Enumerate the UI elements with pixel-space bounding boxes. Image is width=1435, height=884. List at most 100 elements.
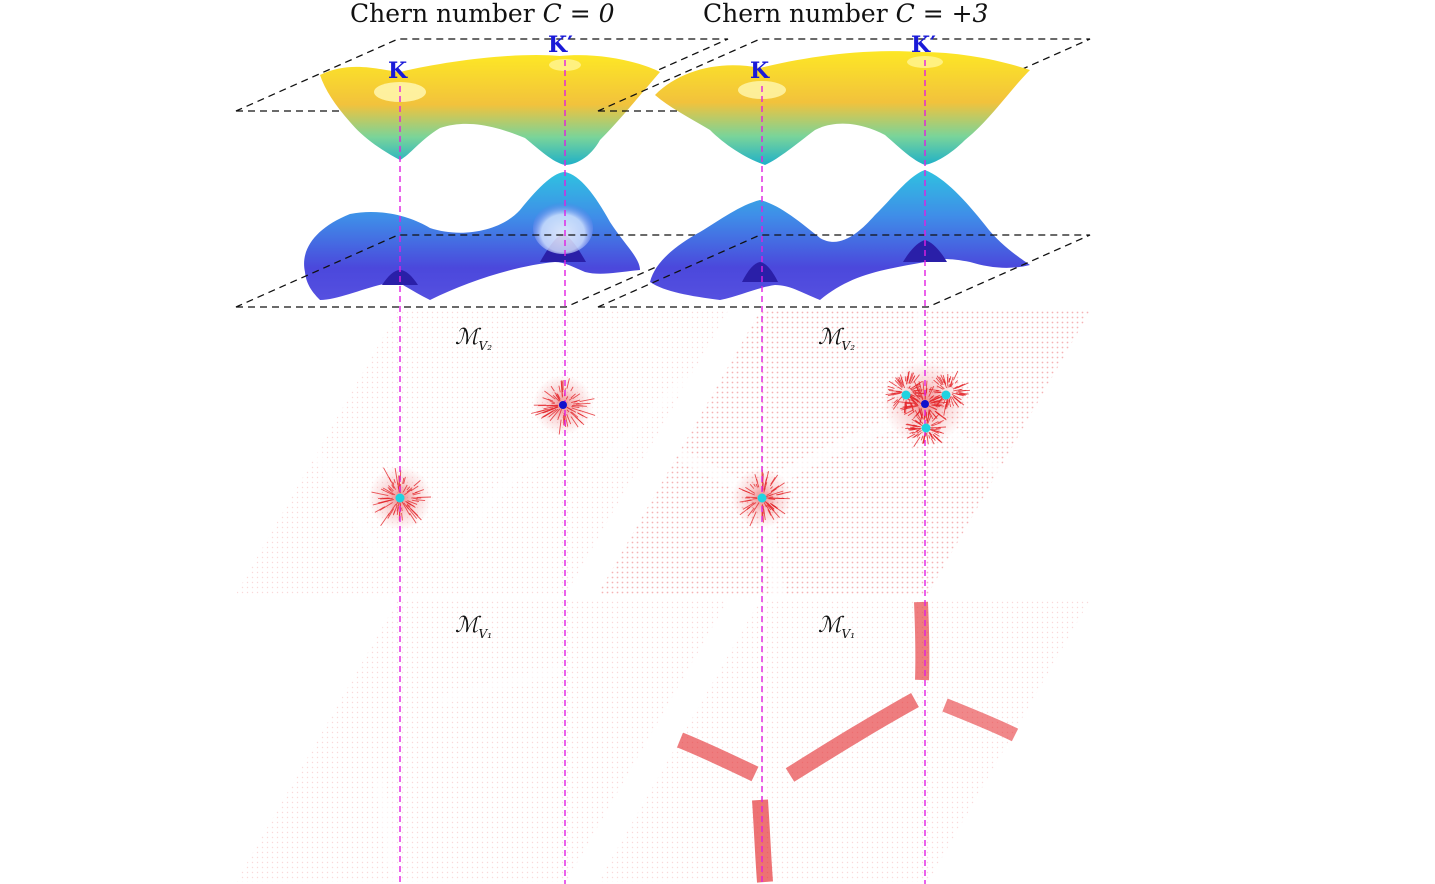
texture-needle (753, 483, 756, 487)
texture-needle (571, 405, 580, 408)
band-structure-right (597, 38, 1091, 308)
texture-needle (752, 502, 760, 513)
texture-needle (916, 429, 921, 432)
texture-needle (577, 412, 584, 417)
texture-needle (898, 376, 904, 387)
texture-needle (892, 392, 901, 396)
domain-wall-upper-left (295, 366, 704, 563)
texture-needle (415, 499, 426, 502)
texture-needle (916, 432, 922, 438)
texture-needle (550, 385, 555, 392)
texture-needle (765, 504, 771, 513)
band-structure-left (235, 38, 729, 308)
texture-needle (388, 477, 396, 490)
texture-needle (393, 479, 396, 484)
texture-needle (910, 393, 915, 397)
texture-needle (749, 484, 755, 489)
texture-needle (929, 432, 936, 441)
texture-needle (543, 405, 558, 410)
texture-needle (552, 394, 560, 402)
texture-needle (926, 433, 929, 445)
texture-needle (549, 408, 561, 422)
texture-needle (913, 374, 920, 383)
texture-needle (380, 488, 385, 491)
texture-needle (945, 398, 948, 410)
dot-K-right (757, 493, 767, 503)
texture-needle (918, 409, 923, 418)
texture-needle (887, 388, 894, 391)
texture-needle (952, 392, 964, 397)
texture-needle (550, 404, 559, 407)
texture-needle (387, 508, 395, 519)
dot-Kp-left (559, 401, 567, 409)
texture-needle (934, 394, 941, 398)
texture-needle (939, 376, 944, 384)
texture-needle (567, 407, 573, 411)
texture-needle (948, 384, 950, 388)
texture-needle (407, 502, 412, 506)
texture-needle (410, 485, 419, 492)
stripe-lower-right-3 (942, 698, 1019, 742)
texture-needle (912, 434, 918, 439)
texture-needle (910, 428, 922, 431)
texture-needle (899, 374, 904, 384)
texture-needle (739, 499, 752, 503)
label-Kp-right: K′ (911, 32, 936, 58)
texture-needle (948, 398, 951, 404)
texture-needle (765, 494, 773, 498)
label-MV2-right: ℳV₂ (818, 325, 855, 353)
texture-needle (379, 502, 393, 511)
texture-needle (927, 409, 930, 416)
stripe-lower-right-2 (785, 693, 919, 782)
texture-needle (570, 393, 576, 399)
texture-needle (950, 396, 955, 401)
texture-needle (397, 485, 400, 490)
guide-lines (399, 60, 926, 884)
stripe-lower-right-1 (677, 732, 759, 782)
texture-needle (742, 502, 755, 510)
dot-Kp-right-c (921, 423, 931, 433)
texture-needle (763, 479, 767, 491)
lower-sheen-left (533, 202, 593, 254)
texture-needle (571, 407, 581, 412)
texture-needle (579, 398, 595, 403)
texture-needle (746, 496, 758, 499)
texture-needle (952, 370, 959, 381)
texture-needle (908, 398, 911, 402)
texture-needle (558, 419, 562, 435)
texture-needle (749, 511, 757, 527)
texture-needle (959, 392, 969, 395)
texture-needle (570, 416, 579, 428)
texture-needle (910, 395, 919, 403)
title-chern-3: Chern number C = +3 (703, 0, 988, 28)
texture-needle (745, 487, 756, 494)
texture-needle (557, 409, 562, 421)
texture-needle (916, 430, 922, 434)
texture-needle (393, 510, 396, 515)
texture-needle (929, 429, 939, 434)
stripe-lower-right-4 (914, 601, 930, 681)
texture-needle (930, 435, 934, 439)
texture-needle (887, 385, 895, 389)
dot-Kp-right-a (901, 390, 911, 400)
texture-needle (388, 485, 394, 492)
texture-needle (913, 424, 917, 427)
texture-needle (555, 394, 560, 401)
map-upper-right: ℳV₂ (598, 310, 1090, 595)
texture-needle (895, 377, 903, 388)
texture-needle (928, 388, 940, 392)
texture-needle (931, 404, 945, 407)
texture-needle (765, 501, 771, 506)
texture-needle (747, 507, 755, 517)
texture-needle (763, 502, 767, 508)
label-MV1-left: ℳV₁ (455, 613, 492, 641)
texture-needle (531, 409, 547, 414)
texture-needle (925, 388, 928, 394)
texture-needle (937, 397, 943, 403)
bottom-plane-right (597, 234, 1091, 308)
texture-needle (911, 375, 915, 382)
texture-needle (766, 504, 772, 511)
texture-needle (770, 476, 776, 485)
texture-needle (387, 487, 392, 491)
